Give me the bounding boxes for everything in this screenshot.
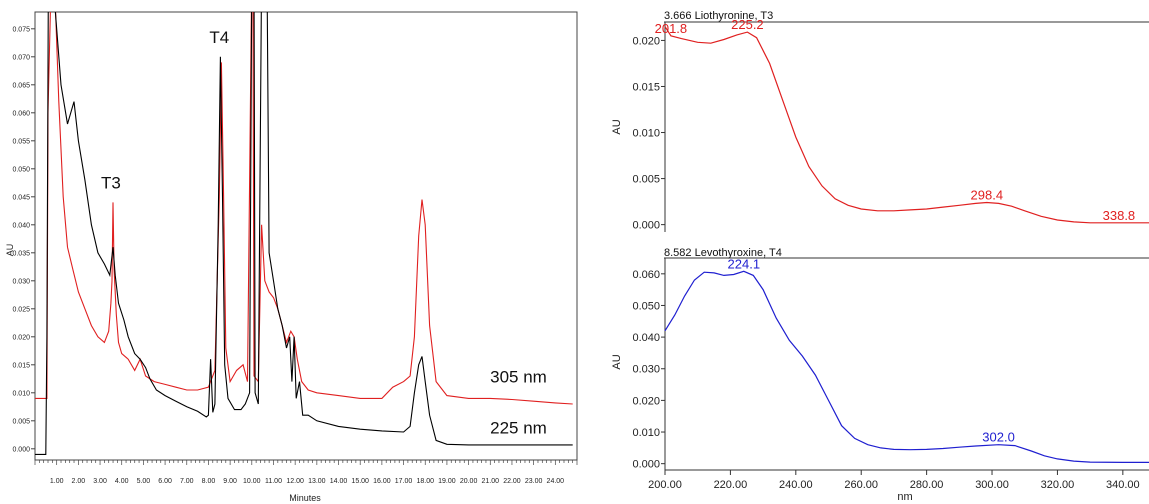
x-tick-label: 11.00 [265,478,282,485]
x-tick-label: 260.00 [844,479,878,491]
x-tick-label: 17.00 [395,478,413,485]
annotation-label: 305 nm [490,368,547,387]
y-tick-label: 0.050 [12,166,30,173]
y-tick-label: 0.000 [632,220,660,232]
y-tick-label: 0.010 [632,128,660,140]
y-tick-label: 0.045 [12,194,30,201]
peak-label: 201.8 [655,21,688,36]
spectrum-t4-y-label: AU [611,354,623,369]
chromatogram-series [35,12,573,455]
chromatogram-annotations: T3 T4 305 nm 225 nm [101,28,547,438]
x-tick-label: 15.00 [351,478,369,485]
x-tick-label: 6.00 [158,478,172,485]
annotation-label: T3 [101,173,121,192]
x-tick-label: 20.00 [460,478,478,485]
x-tick-label: 240.00 [779,479,813,491]
spectrum-t4-y-axis: 0.000 0.010 0.020 0.030 0.040 0.050 0.060 [632,258,666,471]
x-tick-label: 8.00 [202,478,216,485]
x-tick-label: 12.00 [286,478,304,485]
y-tick-label: 0.000 [12,446,30,453]
x-tick-label: 21.00 [482,478,500,485]
y-tick-label: 0.040 [12,222,30,229]
spectrum-t3-annotations: 201.8 225.2 298.4 338.8 [655,17,1136,223]
y-tick-label: 0.030 [632,364,660,376]
spectrum-t3-panel: 3.666 Liothyronine, T3 0.0000.0050.0100.… [611,10,1149,232]
x-tick-label: 7.00 [180,478,194,485]
y-tick-label: 0.010 [632,427,660,439]
y-tick-label: 0.040 [632,332,660,344]
x-tick-label: 23.00 [525,478,543,485]
y-tick-label: 0.015 [632,81,660,93]
x-tick-label: 4.00 [115,478,129,485]
y-tick-label: 0.055 [12,138,30,145]
x-tick-label: 9.00 [223,478,237,485]
chromatogram-y-label: AU [5,244,15,257]
chromatogram-panel: 0.000 0.005 0.010 0.015 0.020 0.025 0.030 0.035… [5,11,578,503]
x-tick-label: 1.00 [50,478,64,485]
spectrum-t3-series [664,26,1149,224]
spectrum-t4-x-axis: 200.00 220.00 240.00 260.00 280.00 300.00 320.… [648,469,1149,491]
x-tick-label: 2.00 [72,478,86,485]
x-tick-label: 340.00 [1106,479,1140,491]
y-tick-label: 0.025 [12,306,30,313]
y-tick-label: 0.020 [12,334,30,341]
spectrum-t4-annotations: 224.1 302.0 [728,256,1015,444]
peak-label: 225.2 [731,17,764,32]
peak-label: 224.1 [728,256,761,271]
x-tick-label: 200.00 [648,479,682,491]
spectrum-t3-title: 3.666 Liothyronine, T3 [664,10,773,22]
x-tick-label: 22.00 [503,478,521,485]
y-tick-label: 0.075 [12,26,30,33]
x-tick-label: 13.00 [308,478,326,485]
y-tick-label: 0.035 [12,250,30,257]
x-tick-label: 10.00 [243,478,261,485]
y-tick-label: 0.070 [12,54,30,61]
spectrum-t4-title: 8.582 Levothyroxine, T4 [664,247,782,259]
peak-label: 302.0 [982,430,1015,445]
chromatogram-y-axis: 0.000 0.005 0.010 0.015 0.020 0.025 0.030 0.035… [12,26,35,453]
x-tick-label: 300.00 [975,479,1009,491]
x-tick-label: 18.00 [416,478,434,485]
x-tick-label: 24.00 [547,478,565,485]
series-305-nm [35,12,573,405]
spectrum-line [664,26,1149,224]
y-tick-label: 0.030 [12,278,30,285]
x-tick-label: 320.00 [1041,479,1075,491]
spectrum-t4-panel: 8.582 Levothyroxine, T4 0.0000.0100.0200… [611,247,1149,503]
spectrum-line [664,270,1149,463]
peak-label: 298.4 [971,188,1004,203]
annotation-label: 225 nm [490,419,547,438]
spectrum-t4-x-label: nm [897,491,912,503]
chromatogram-x-axis: 1.00 2.00 3.00 4.00 5.00 6.00 7.00 8.00 9.00 10.0… [34,460,578,485]
y-tick-label: 0.020 [632,35,660,47]
x-tick-label: 280.00 [910,479,944,491]
x-tick-label: 14.00 [330,478,348,485]
y-tick-label: 0.065 [12,82,30,89]
y-tick-label: 0.020 [632,395,660,407]
x-tick-label: 220.00 [714,479,748,491]
y-tick-label: 0.015 [12,362,30,369]
x-tick-label: 3.00 [93,478,107,485]
y-tick-label: 0.060 [12,110,30,117]
x-tick-label: 5.00 [137,478,151,485]
spectrum-t4-series [664,270,1149,463]
y-tick-label: 0.010 [12,390,30,397]
y-tick-label: 0.005 [632,174,660,186]
spectrum-t3-y-label: AU [611,119,623,134]
chromatogram-frame [34,11,578,461]
series-225-nm [35,12,573,455]
y-tick-label: 0.000 [632,459,660,471]
annotation-label: T4 [209,28,229,47]
peak-label: 338.8 [1103,208,1136,223]
x-tick-label: 16.00 [373,478,391,485]
y-tick-label: 0.050 [632,300,660,312]
y-tick-label: 0.005 [12,418,30,425]
y-tick-label: 0.060 [632,269,660,281]
x-tick-label: 19.00 [438,478,456,485]
chromatogram-x-label: Minutes [289,493,321,503]
spectrum-t3-y-axis: 0.000 0.005 0.010 0.015 0.020 [632,22,666,232]
